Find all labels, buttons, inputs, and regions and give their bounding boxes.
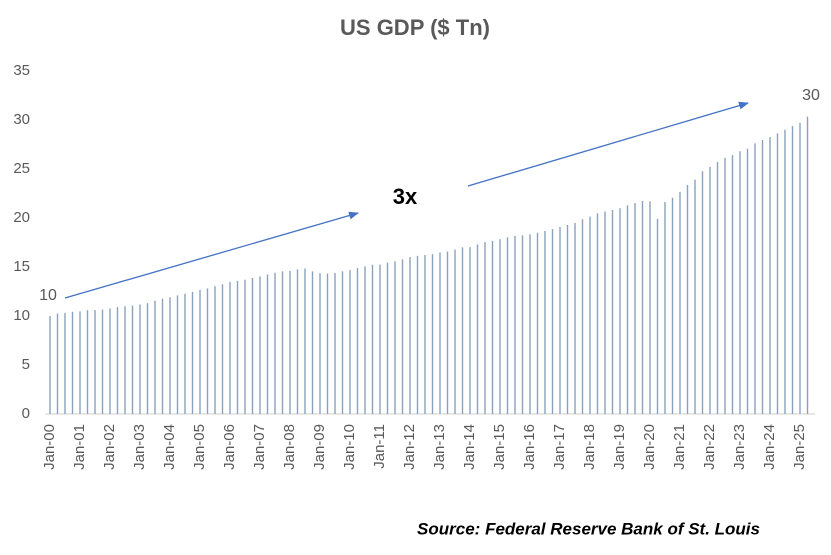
x-tick-label: Jan-00: [41, 424, 58, 470]
chart-title: US GDP ($ Tn): [340, 15, 490, 40]
x-tick-label: Jan-03: [131, 424, 148, 470]
y-tick-label: 10: [13, 307, 30, 324]
x-tick-label: Jan-22: [701, 424, 718, 470]
x-tick-label: Jan-02: [101, 424, 118, 470]
x-tick-label: Jan-09: [311, 424, 328, 470]
x-tick-label: Jan-13: [431, 424, 448, 470]
annotation: 3x: [393, 184, 418, 209]
annotation: 30: [802, 87, 820, 104]
x-tick-label: Jan-12: [401, 424, 418, 470]
arrow: [64, 211, 359, 299]
y-tick-label: 5: [22, 356, 30, 373]
x-tick-label: Jan-05: [191, 424, 208, 470]
x-tick-label: Jan-06: [221, 424, 238, 470]
y-tick-label: 20: [13, 209, 30, 226]
x-tick-label: Jan-07: [251, 424, 268, 470]
x-tick-label: Jan-21: [671, 424, 688, 470]
x-tick-label: Jan-14: [461, 424, 478, 470]
y-tick-label: 25: [13, 160, 30, 177]
x-tick-label: Jan-19: [611, 424, 628, 470]
y-tick-label: 15: [13, 258, 30, 275]
x-tick-label: Jan-20: [641, 424, 658, 470]
x-tick-label: Jan-08: [281, 424, 298, 470]
x-tick-label: Jan-11: [371, 424, 388, 469]
source: Source: Federal Reserve Bank of St. Loui…: [417, 519, 760, 538]
x-tick-label: Jan-15: [491, 424, 508, 470]
x-tick-label: Jan-23: [731, 424, 748, 470]
y-tick-label: 0: [22, 405, 30, 422]
x-tick-label: Jan-16: [521, 424, 538, 470]
y-tick-label: 35: [13, 62, 30, 79]
x-tick-label: Jan-01: [71, 424, 88, 470]
x-tick-label: Jan-17: [551, 424, 568, 470]
x-tick-label: Jan-10: [341, 424, 358, 470]
x-tick-label: Jan-04: [161, 424, 178, 470]
y-tick-label: 30: [13, 111, 30, 128]
arrow: [467, 101, 749, 187]
x-tick-label: Jan-24: [761, 424, 778, 470]
x-tick-label: Jan-25: [791, 424, 808, 470]
annotation: 10: [39, 287, 57, 304]
x-tick-label: Jan-18: [581, 424, 598, 470]
